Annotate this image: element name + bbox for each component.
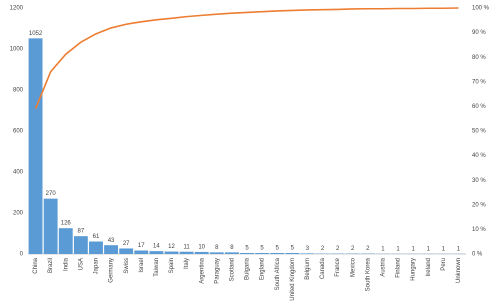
data-label: 10 xyxy=(198,245,205,251)
y-tick-label: 800 xyxy=(13,88,24,94)
x-tick-label: Peru xyxy=(441,258,447,271)
x-tick-label: Brazil xyxy=(48,258,54,273)
bar xyxy=(179,251,194,254)
x-tick-label: Taiwan xyxy=(154,258,160,277)
y2-tick-label: 80 % xyxy=(472,55,486,61)
data-label: 27 xyxy=(123,241,130,247)
data-label: 2 xyxy=(321,246,325,252)
bar xyxy=(73,236,88,254)
x-tick-label: England xyxy=(260,258,266,280)
x-tick-label: China xyxy=(33,257,39,273)
data-label: 2 xyxy=(336,246,340,252)
y2-tick-label: 60 % xyxy=(472,104,486,110)
x-tick-label: India xyxy=(63,257,69,271)
bar xyxy=(255,252,270,254)
x-tick-label: Finland xyxy=(396,258,402,278)
data-label: 5 xyxy=(245,246,249,252)
data-label: 5 xyxy=(276,246,280,252)
x-tick-label: Canada xyxy=(320,257,326,279)
bar xyxy=(224,252,239,254)
x-tick-label: Japan xyxy=(94,258,100,274)
bar xyxy=(270,252,285,254)
data-label: 270 xyxy=(46,191,57,197)
x-tick-label: Italy xyxy=(184,258,190,269)
data-label: 11 xyxy=(183,244,190,250)
bar xyxy=(28,38,43,255)
x-tick-label: Spain xyxy=(169,258,175,273)
bar xyxy=(164,251,179,254)
cumulative-line xyxy=(34,7,459,110)
y2-tick-label: 20 % xyxy=(472,202,486,208)
x-tick-label: Swiss xyxy=(124,258,130,274)
x-tick-label: France xyxy=(335,257,341,276)
x-tick-label: Scotland xyxy=(229,258,235,281)
data-label: 5 xyxy=(291,246,295,252)
y2-tick-label: 100 % xyxy=(472,6,490,12)
bar xyxy=(209,252,224,254)
bar xyxy=(43,198,58,254)
y2-tick-label: 10 % xyxy=(472,227,486,233)
y2-tick-label: 90 % xyxy=(472,30,486,36)
x-tick-label: Unknown xyxy=(456,258,462,283)
data-label: 1 xyxy=(442,246,446,252)
bar xyxy=(58,228,73,254)
x-tick-label: Germany xyxy=(109,258,115,283)
x-tick-label: Argentina xyxy=(199,257,205,283)
data-label: 43 xyxy=(108,238,115,244)
data-label: 14 xyxy=(153,244,160,250)
x-tick-label: Austria xyxy=(381,257,387,276)
bar xyxy=(89,241,103,254)
data-label: 126 xyxy=(61,221,72,227)
bar xyxy=(149,251,164,254)
y2-tick-label: 50 % xyxy=(472,129,486,135)
x-tick-label: Mexico xyxy=(350,257,356,277)
y-tick-label: 0 xyxy=(20,252,24,258)
data-label: 8 xyxy=(230,245,234,251)
y2-tick-label: 0 % xyxy=(472,252,483,258)
y2-tick-label: 30 % xyxy=(472,178,486,184)
x-tick-label: Ireland xyxy=(426,258,432,276)
y2-tick-label: 40 % xyxy=(472,153,486,159)
y-tick-label: 1000 xyxy=(10,47,24,53)
data-label: 3 xyxy=(306,246,310,252)
data-label: 17 xyxy=(138,243,145,249)
x-tick-label: South Africa xyxy=(275,257,281,290)
bar xyxy=(300,253,315,254)
y-tick-label: 1200 xyxy=(10,6,24,12)
data-label: 1 xyxy=(381,246,385,252)
bar xyxy=(134,250,149,254)
data-label: 1 xyxy=(411,246,415,252)
bar xyxy=(119,248,134,254)
x-tick-label: USA xyxy=(78,258,84,270)
x-tick-label: Israel xyxy=(139,258,145,273)
x-tick-label: South Korea xyxy=(365,257,371,291)
x-tick-label: Paraguay xyxy=(214,258,220,284)
bar xyxy=(194,251,209,254)
data-label: 2 xyxy=(351,246,355,252)
x-tick-label: Belgium xyxy=(305,258,311,280)
x-tick-label: United Kingdom xyxy=(290,258,296,301)
data-label: 2 xyxy=(366,246,370,252)
data-label: 12 xyxy=(168,244,175,250)
bar xyxy=(240,252,254,254)
bar xyxy=(104,245,119,254)
x-tick-label: Bulgaria xyxy=(245,257,251,280)
data-label: 1 xyxy=(457,246,461,252)
y2-tick-label: 70 % xyxy=(472,79,486,85)
data-label: 61 xyxy=(93,234,100,240)
y-tick-label: 600 xyxy=(13,129,24,135)
data-label: 1 xyxy=(396,246,400,252)
data-label: 87 xyxy=(78,229,85,235)
data-label: 1 xyxy=(427,246,431,252)
data-label: 8 xyxy=(215,245,219,251)
bar xyxy=(285,252,300,254)
data-label: 5 xyxy=(260,246,264,252)
x-tick-label: Hungary xyxy=(411,258,417,281)
data-label: 1052 xyxy=(29,31,43,37)
y-tick-label: 200 xyxy=(13,211,24,217)
y-tick-label: 400 xyxy=(13,170,24,176)
